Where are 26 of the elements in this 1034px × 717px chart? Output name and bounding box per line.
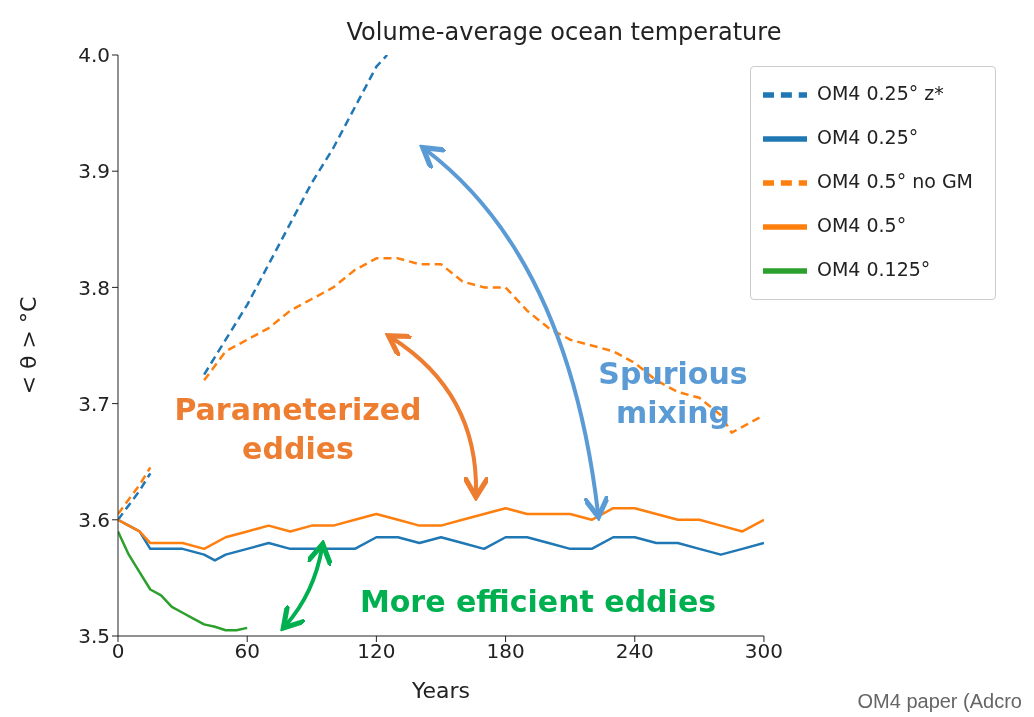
- text: OM4 paper (Adcro: [857, 689, 1022, 714]
- y-tick-label: 4.0: [78, 43, 110, 68]
- chart-title: Volume-average ocean temperature: [345, 18, 783, 46]
- annotation: More efficient eddies: [358, 583, 718, 621]
- y-tick-label: 3.8: [78, 275, 110, 300]
- legend-label: OM4 0.5° no GM: [816, 169, 973, 192]
- x-tick-label: 120: [357, 639, 396, 664]
- x-tick-label: 60: [234, 639, 260, 664]
- y-tick-label: 3.5: [78, 624, 110, 649]
- y-tick-label: 3.6: [78, 507, 110, 532]
- x-tick-label: 300: [744, 639, 784, 664]
- line-series: [118, 530, 249, 632]
- legend-label: OM4 0.5°: [816, 213, 907, 236]
- legend-label: OM4 0.25°: [816, 125, 919, 148]
- y-tick-label: 3.7: [78, 391, 110, 416]
- y-tick-label: 3.9: [78, 159, 110, 184]
- y-axis-title: < θ > °C: [15, 296, 41, 395]
- line-series: [118, 506, 764, 551]
- annotation: Parameterized eddies: [158, 390, 438, 468]
- legend-label: OM4 0.25° z*: [816, 81, 944, 104]
- x-tick-label: 240: [615, 639, 654, 664]
- x-tick-label: 0: [111, 639, 125, 664]
- x-axis-title: Years: [410, 678, 470, 703]
- x-tick-label: 180: [486, 639, 525, 664]
- annotation: Spurious mixing: [597, 355, 749, 432]
- legend-label: OM4 0.125°: [816, 257, 931, 280]
